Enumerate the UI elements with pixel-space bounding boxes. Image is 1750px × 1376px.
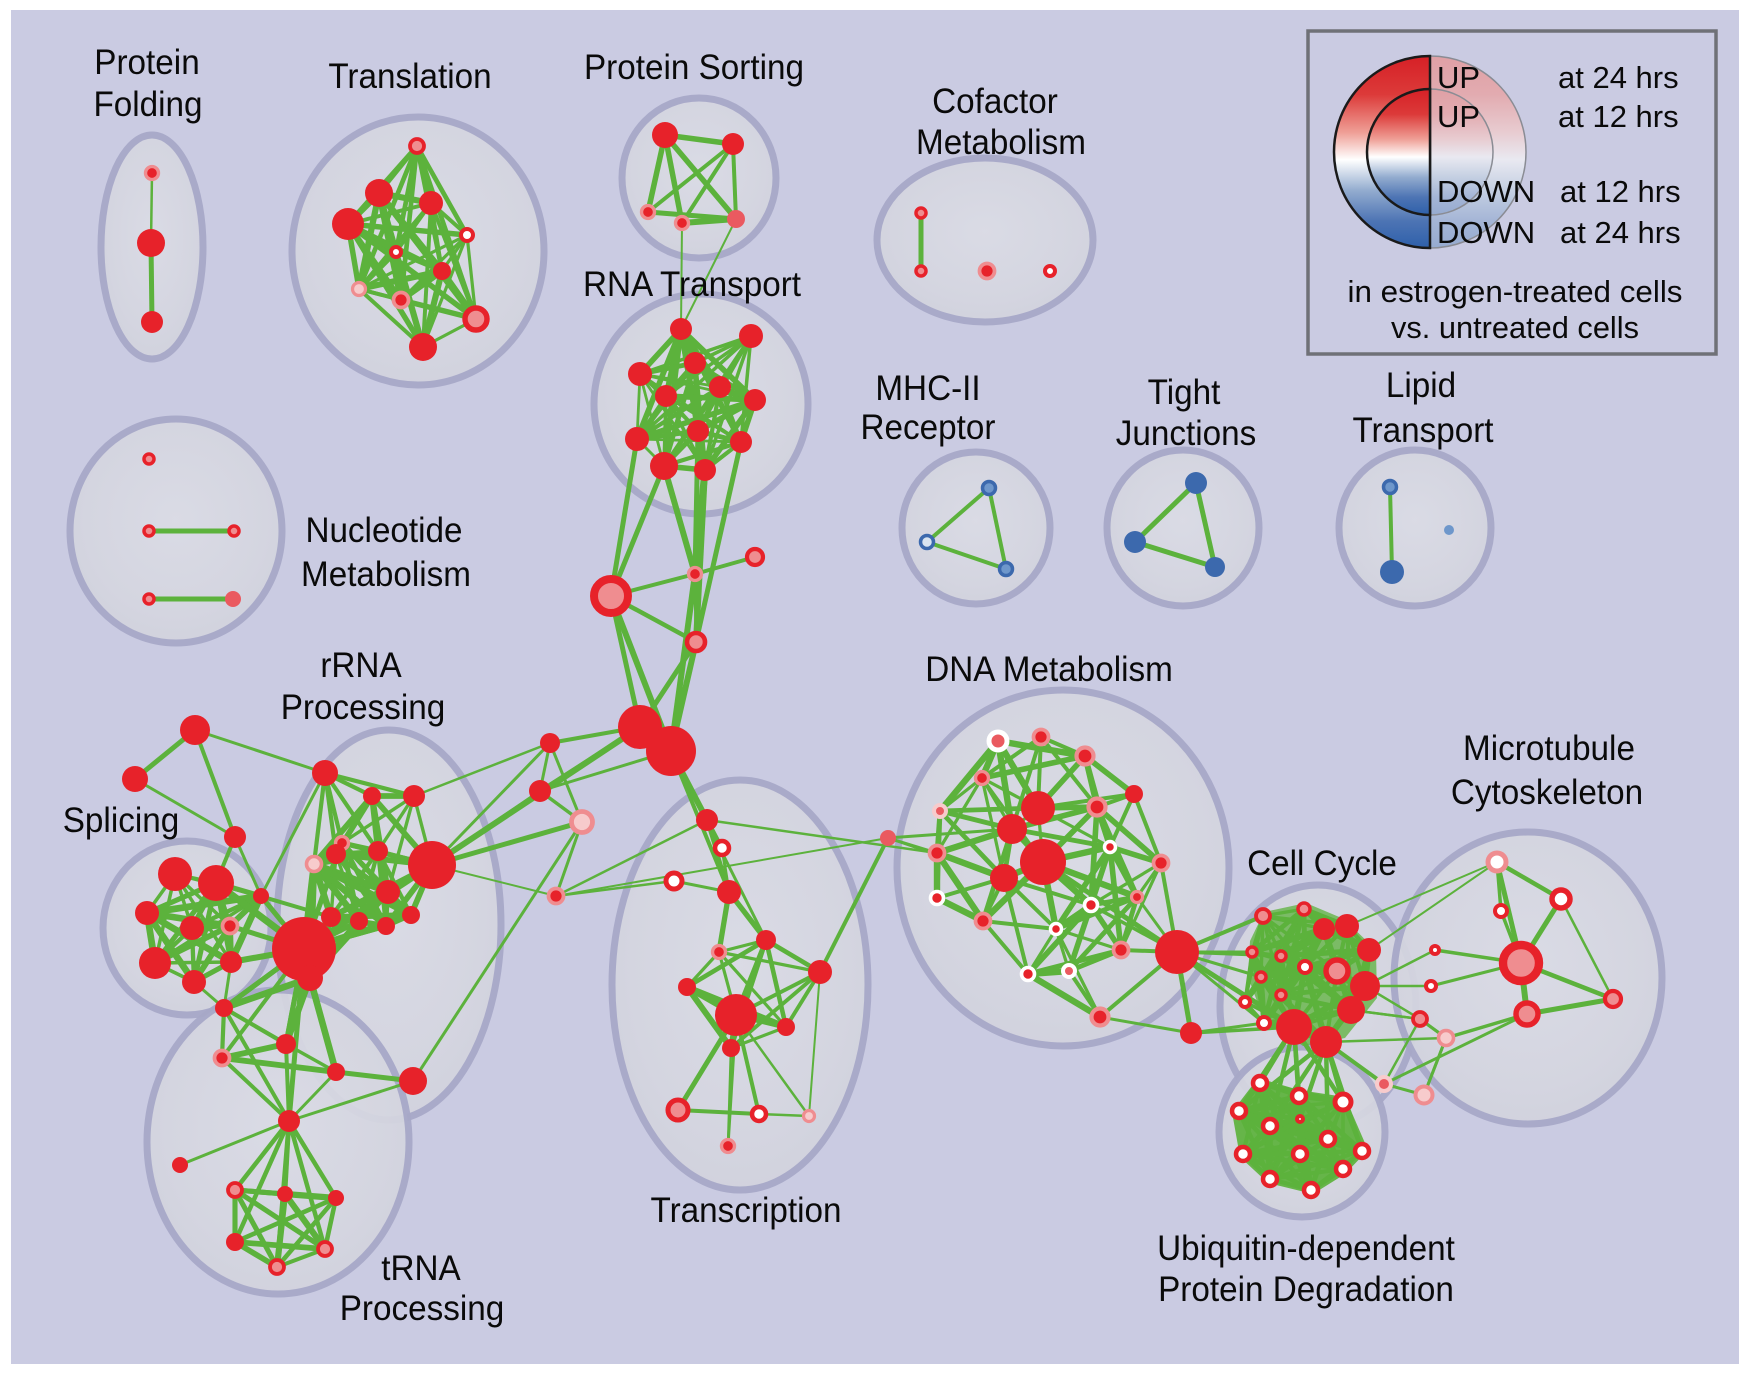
svg-text:Tight: Tight <box>1148 373 1221 412</box>
svg-text:UP: UP <box>1437 99 1480 134</box>
svg-text:at 24 hrs: at 24 hrs <box>1560 215 1681 250</box>
svg-text:Microtubule: Microtubule <box>1463 729 1635 768</box>
svg-text:Nucleotide: Nucleotide <box>305 511 462 550</box>
svg-text:Receptor: Receptor <box>861 408 996 447</box>
svg-text:Lipid: Lipid <box>1386 366 1456 405</box>
svg-text:DOWN: DOWN <box>1437 174 1535 209</box>
svg-text:Junctions: Junctions <box>1116 414 1257 453</box>
svg-text:at 12 hrs: at 12 hrs <box>1558 99 1679 134</box>
svg-text:Metabolism: Metabolism <box>916 123 1086 162</box>
svg-text:Metabolism: Metabolism <box>301 555 471 594</box>
svg-text:Transport: Transport <box>1352 411 1493 450</box>
svg-text:Cofactor: Cofactor <box>932 82 1058 121</box>
svg-text:Cell Cycle: Cell Cycle <box>1247 844 1397 883</box>
svg-text:Protein Degradation: Protein Degradation <box>1158 1270 1454 1309</box>
svg-text:MHC-II: MHC-II <box>875 369 980 408</box>
svg-text:Ubiquitin-dependent: Ubiquitin-dependent <box>1157 1229 1455 1268</box>
svg-text:tRNA: tRNA <box>381 1249 461 1288</box>
svg-text:rRNA: rRNA <box>320 646 402 685</box>
svg-text:DOWN: DOWN <box>1437 215 1535 250</box>
svg-text:at 12 hrs: at 12 hrs <box>1560 174 1681 209</box>
svg-text:Protein: Protein <box>94 43 199 82</box>
svg-text:at 24 hrs: at 24 hrs <box>1558 60 1679 95</box>
svg-text:Protein Sorting: Protein Sorting <box>584 48 804 87</box>
svg-text:Processing: Processing <box>281 688 446 727</box>
svg-text:UP: UP <box>1437 60 1480 95</box>
svg-text:vs. untreated cells: vs. untreated cells <box>1391 310 1639 345</box>
svg-text:DNA Metabolism: DNA Metabolism <box>925 650 1173 689</box>
svg-text:Transcription: Transcription <box>651 1191 842 1230</box>
svg-text:Processing: Processing <box>340 1289 505 1328</box>
svg-text:Cytoskeleton: Cytoskeleton <box>1451 773 1643 812</box>
svg-text:Folding: Folding <box>93 85 202 124</box>
svg-text:in estrogen-treated cells: in estrogen-treated cells <box>1348 274 1683 309</box>
svg-text:RNA Transport: RNA Transport <box>583 265 801 304</box>
svg-text:Translation: Translation <box>328 57 491 96</box>
svg-text:Splicing: Splicing <box>63 801 180 840</box>
